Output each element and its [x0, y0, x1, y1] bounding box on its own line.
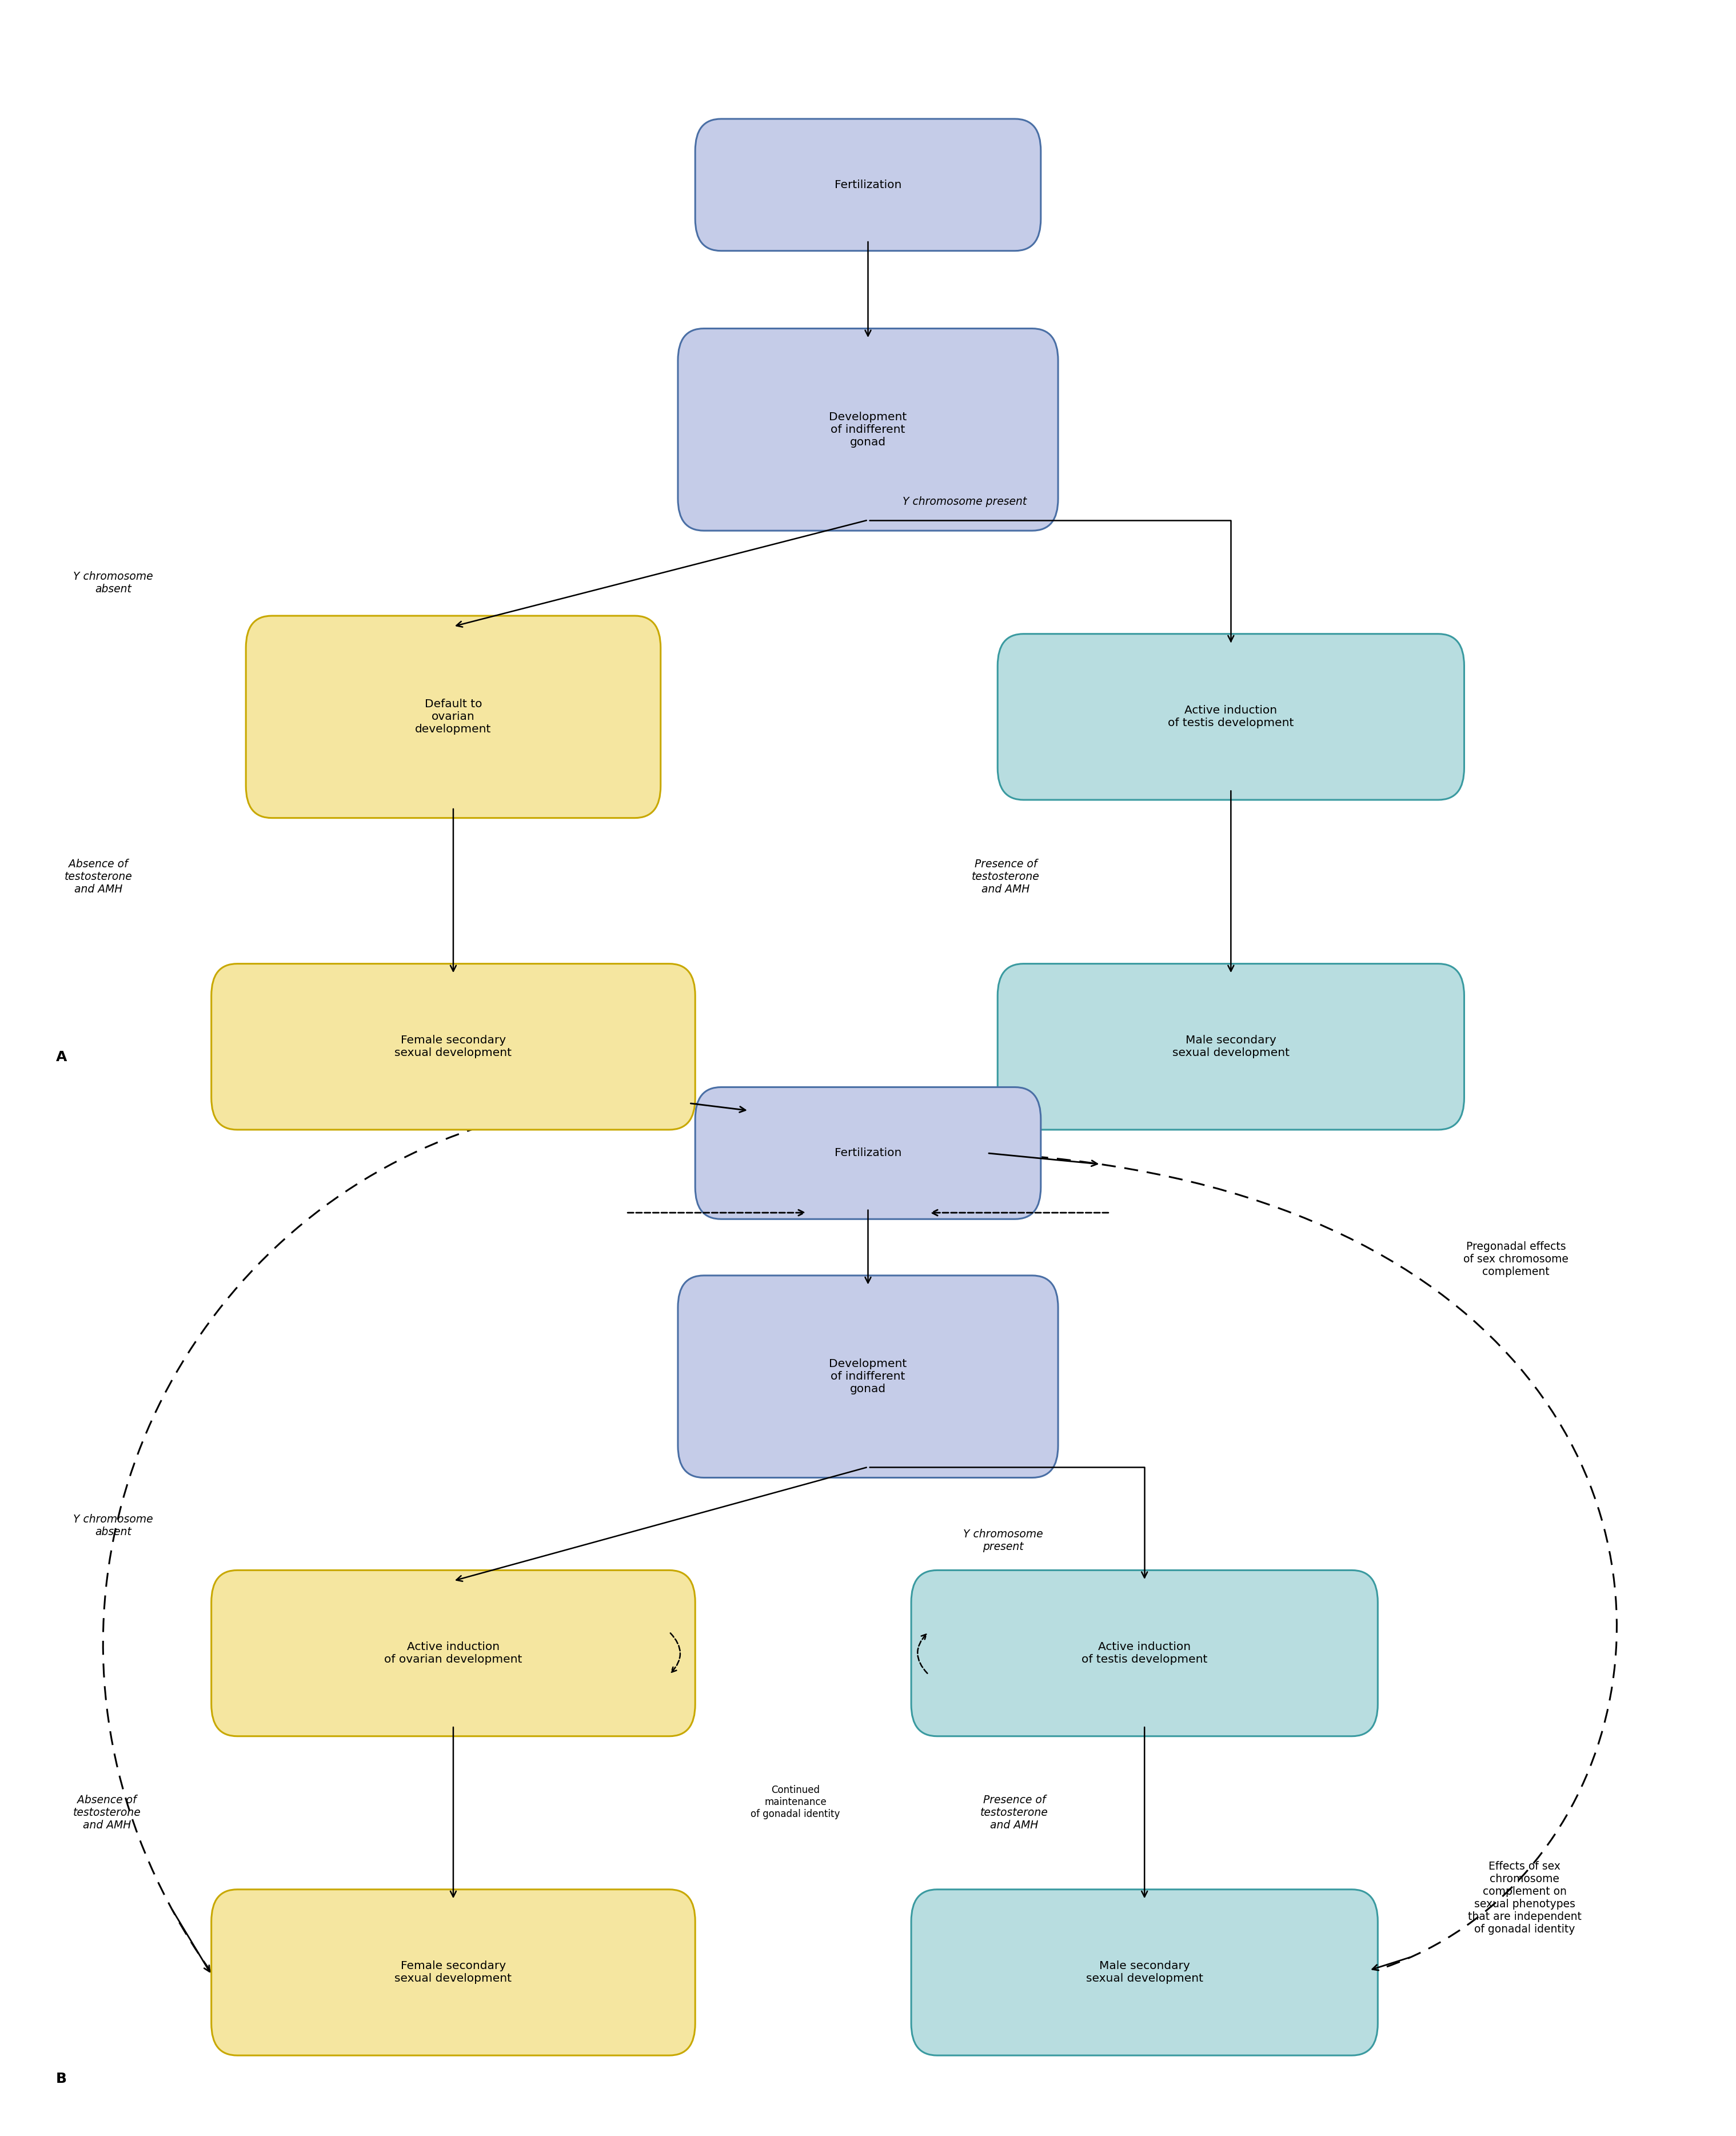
FancyBboxPatch shape: [247, 615, 661, 818]
FancyBboxPatch shape: [212, 963, 694, 1130]
Text: Absence of
testosterone
and AMH: Absence of testosterone and AMH: [64, 859, 132, 895]
Text: Pregonadal effects
of sex chromosome
complement: Pregonadal effects of sex chromosome com…: [1463, 1241, 1569, 1277]
Text: Active induction
of testis development: Active induction of testis development: [1082, 1640, 1208, 1664]
FancyBboxPatch shape: [679, 1275, 1057, 1478]
FancyBboxPatch shape: [998, 634, 1463, 799]
Text: Y chromosome
present: Y chromosome present: [963, 1529, 1043, 1553]
Text: Female secondary
sexual development: Female secondary sexual development: [394, 1036, 512, 1059]
Text: Presence of
testosterone
and AMH: Presence of testosterone and AMH: [981, 1794, 1049, 1831]
Text: Presence of
testosterone
and AMH: Presence of testosterone and AMH: [972, 859, 1040, 895]
FancyBboxPatch shape: [694, 120, 1042, 250]
Text: Development
of indifferent
gonad: Development of indifferent gonad: [830, 1358, 906, 1395]
Text: Y chromosome present: Y chromosome present: [903, 496, 1026, 508]
Text: Continued
maintenance
of gonadal identity: Continued maintenance of gonadal identit…: [750, 1786, 840, 1820]
Text: Active induction
of ovarian development: Active induction of ovarian development: [384, 1640, 523, 1664]
Text: Fertilization: Fertilization: [835, 1147, 901, 1158]
Text: Fertilization: Fertilization: [835, 179, 901, 190]
Text: Male secondary
sexual development: Male secondary sexual development: [1087, 1961, 1203, 1984]
FancyBboxPatch shape: [998, 963, 1463, 1130]
FancyBboxPatch shape: [679, 329, 1057, 530]
FancyBboxPatch shape: [911, 1890, 1378, 2055]
Text: Male secondary
sexual development: Male secondary sexual development: [1172, 1036, 1290, 1059]
Text: Default to
ovarian
development: Default to ovarian development: [415, 698, 491, 735]
FancyBboxPatch shape: [212, 1890, 694, 2055]
Text: Active induction
of testis development: Active induction of testis development: [1168, 705, 1293, 728]
Text: Female secondary
sexual development: Female secondary sexual development: [394, 1961, 512, 1984]
FancyBboxPatch shape: [694, 1087, 1042, 1220]
Text: B: B: [56, 2072, 66, 2085]
Text: A: A: [56, 1051, 68, 1064]
Text: Absence of
testosterone
and AMH: Absence of testosterone and AMH: [73, 1794, 141, 1831]
Text: Y chromosome
absent: Y chromosome absent: [73, 1514, 153, 1538]
FancyBboxPatch shape: [911, 1570, 1378, 1737]
FancyBboxPatch shape: [212, 1570, 694, 1737]
Text: Effects of sex
chromosome
complement on
sexual phenotypes
that are independent
o: Effects of sex chromosome complement on …: [1469, 1860, 1581, 1935]
Text: Y chromosome
absent: Y chromosome absent: [73, 570, 153, 594]
Text: Development
of indifferent
gonad: Development of indifferent gonad: [830, 412, 906, 449]
